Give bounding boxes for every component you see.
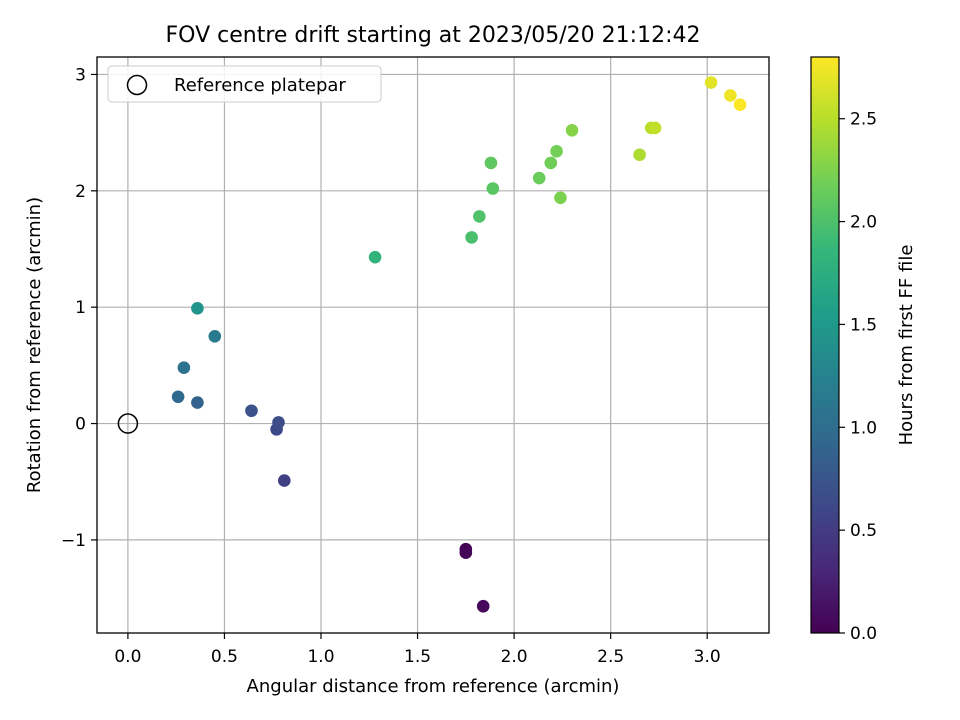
colorbar-label: Hours from first FF file	[896, 245, 917, 446]
chart-title: FOV centre drift starting at 2023/05/20 …	[166, 23, 701, 48]
colorbar: 0.0 0.5 1.0 1.5 2.0 2.5	[810, 56, 877, 644]
data-point	[278, 474, 291, 487]
data-point	[177, 361, 191, 374]
plot-area: 0.0 0.5 1.0 1.5 2.0 2.5 3.0 −1 0 1 2 3	[61, 56, 770, 667]
colorbar-tick-label: 1.5	[850, 315, 877, 335]
colorbar-tick-label: 1.0	[850, 418, 877, 438]
data-point	[368, 250, 382, 264]
data-point	[171, 390, 185, 404]
data-point	[648, 121, 662, 135]
data-point	[484, 156, 498, 170]
y-tick-label: 1	[75, 298, 86, 318]
data-point	[245, 404, 258, 418]
x-tick-label: 0.5	[211, 647, 238, 667]
data-point	[565, 124, 579, 137]
x-tick-label: 0.0	[114, 647, 141, 667]
data-point	[473, 210, 486, 223]
data-point	[272, 416, 285, 429]
data-point	[733, 98, 747, 112]
data-point	[208, 329, 222, 343]
x-axis-label: Angular distance from reference (arcmin)	[247, 676, 620, 697]
data-point	[550, 144, 563, 158]
data-point	[554, 191, 567, 205]
data-point	[633, 148, 646, 162]
legend-box	[107, 65, 382, 103]
data-point	[191, 396, 204, 409]
data-point	[459, 546, 473, 560]
data-point	[532, 171, 546, 185]
reference-point	[117, 413, 139, 434]
x-tick-label: 1.0	[307, 647, 334, 667]
y-tick-label: 0	[75, 415, 86, 435]
data-point	[476, 599, 490, 613]
plot-frame	[96, 56, 770, 634]
x-tick-label: 2.5	[597, 647, 624, 667]
y-tick-label: 3	[75, 65, 86, 85]
x-tick-label: 3.0	[694, 647, 721, 667]
data-point	[544, 156, 558, 170]
colorbar-scale	[810, 56, 840, 634]
legend-label: Reference platepar	[174, 75, 346, 96]
y-tick-label: 2	[75, 182, 86, 202]
data-point	[465, 231, 478, 244]
data-point	[191, 302, 204, 315]
legend: Reference platepar	[107, 65, 382, 103]
y-tick-label: −1	[61, 531, 86, 551]
colorbar-tick-label: 0.5	[850, 521, 877, 541]
x-tick-label: 2.0	[501, 647, 528, 667]
colorbar-tick-label: 2.0	[850, 213, 877, 233]
data-point	[724, 89, 737, 102]
x-tick-label: 1.5	[404, 647, 431, 667]
colorbar-tick-label: 2.5	[850, 110, 877, 130]
data-point	[704, 76, 718, 89]
y-axis-label: Rotation from reference (arcmin)	[24, 197, 45, 493]
data-point	[486, 182, 500, 195]
legend-marker	[126, 74, 148, 96]
colorbar-tick-label: 0.0	[850, 624, 877, 644]
